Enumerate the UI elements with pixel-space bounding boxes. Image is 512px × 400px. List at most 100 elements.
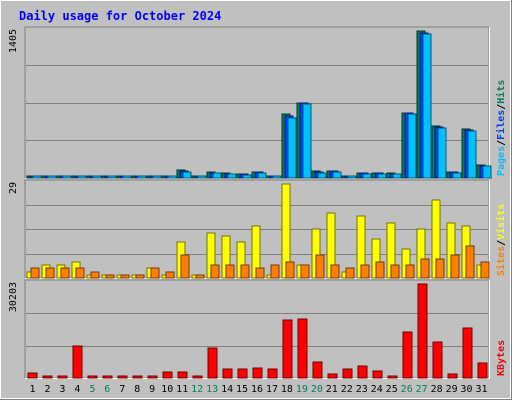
x-tick-label: 6: [104, 384, 110, 395]
x-tick-label: 2: [44, 384, 50, 395]
legend-entry: /: [496, 240, 507, 246]
bar-pages-day-24: [377, 173, 387, 179]
x-tick-label: 29: [446, 384, 458, 395]
bar-kbytes-day-24: [372, 370, 383, 379]
x-tick-label: 11: [176, 384, 188, 395]
bar-kbytes-day-4: [72, 345, 83, 379]
bar-pages-day-11: [182, 171, 192, 179]
bar-pages-day-12: [197, 175, 207, 179]
bar-pages-day-31: [482, 165, 492, 179]
bar-kbytes-day-10: [162, 371, 173, 379]
bar-sites-day-5: [90, 271, 100, 279]
bar-kbytes-day-21: [327, 373, 338, 379]
bar-sites-day-22: [345, 267, 355, 279]
bar-pages-day-4: [77, 175, 87, 179]
panel-visits-max-label: 29: [8, 182, 19, 194]
bar-kbytes-day-7: [117, 375, 128, 379]
bar-pages-day-22: [347, 175, 357, 179]
bar-sites-day-2: [45, 267, 55, 279]
bar-kbytes-day-22: [342, 368, 353, 379]
x-tick-label: 20: [311, 384, 323, 395]
bar-pages-day-3: [62, 175, 72, 179]
bar-sites-day-28: [435, 258, 445, 279]
bar-kbytes-day-17: [267, 368, 278, 379]
chart-panels: 1405Pages/Files/Hits29Sites/Visits30203K…: [8, 26, 507, 379]
panel-kbytes: 30203 KBytes: [8, 279, 507, 379]
bar-pages-day-27: [422, 33, 432, 179]
bar-pages-day-1: [32, 175, 42, 179]
bar-kbytes-day-27: [417, 283, 428, 379]
bar-pages-day-26: [407, 113, 417, 179]
x-tick-label: 15: [236, 384, 248, 395]
x-tick-label: 1: [29, 384, 35, 395]
bar-pages-day-14: [227, 173, 237, 179]
bar-pages-day-13: [212, 172, 222, 179]
bar-sites-day-13: [210, 264, 220, 279]
bar-kbytes-day-9: [147, 375, 158, 379]
bar-kbytes-day-3: [57, 375, 68, 379]
x-tick-label: 8: [134, 384, 140, 395]
x-tick-label: 21: [326, 384, 338, 395]
bar-kbytes-day-8: [132, 375, 143, 379]
x-tick-label: 3: [59, 384, 65, 395]
bar-sites-day-6: [105, 274, 115, 279]
panel-kbytes-legend: KBytes: [496, 340, 507, 376]
chart-title: Daily usage for October 2024: [19, 9, 221, 23]
bar-sites-day-7: [120, 274, 130, 279]
legend-entry: Sites: [495, 246, 507, 276]
bar-pages-day-25: [392, 173, 402, 179]
bar-kbytes-day-25: [387, 375, 398, 379]
panel-visits: 29 Sites/Visits: [8, 179, 507, 279]
bar-pages-day-23: [362, 173, 372, 179]
bar-sites-day-25: [390, 264, 400, 279]
bar-sites-day-12: [195, 274, 205, 279]
bar-sites-day-26: [405, 264, 415, 279]
bar-pages-day-17: [272, 175, 282, 179]
x-tick-label: 13: [206, 384, 218, 395]
legend-entry: Hits: [495, 80, 507, 104]
bar-kbytes-day-11: [177, 371, 188, 379]
bar-kbytes-day-29: [447, 373, 458, 379]
bar-pages-day-19: [302, 103, 312, 179]
x-tick-label: 27: [416, 384, 428, 395]
bar-kbytes-day-13: [207, 347, 218, 379]
bar-kbytes-day-12: [192, 375, 203, 379]
panel-kbytes-max-label: 30203: [8, 282, 19, 312]
bar-pages-day-5: [92, 175, 102, 179]
bar-pages-day-20: [317, 172, 327, 179]
bar-sites-day-20: [315, 254, 325, 279]
x-tick-label: 25: [386, 384, 398, 395]
x-tick-label: 4: [74, 384, 80, 395]
x-axis: 1 2 3 4 5 6 7 8 9 10 11 12 13 14 15 16 17 18 19 20 21 22 23 24 2…: [29, 384, 487, 395]
bar-sites-day-1: [30, 267, 40, 279]
bar-sites-day-9: [150, 267, 160, 279]
bar-kbytes-day-5: [87, 375, 98, 379]
bar-sites-day-3: [60, 267, 70, 279]
bar-pages-day-30: [467, 130, 477, 179]
bar-sites-day-21: [330, 264, 340, 279]
bar-pages-day-15: [242, 174, 252, 179]
bar-pages-day-7: [122, 175, 132, 179]
bar-kbytes-day-26: [402, 331, 413, 379]
x-tick-label: 7: [119, 384, 125, 395]
legend-entry: /: [496, 104, 507, 110]
x-tick-label: 28: [431, 384, 443, 395]
x-tick-label: 14: [221, 384, 233, 395]
legend-entry: Pages: [496, 146, 507, 176]
bar-kbytes-day-6: [102, 375, 113, 379]
x-tick-label: 19: [296, 384, 308, 395]
x-tick-label: 5: [89, 384, 95, 395]
bar-kbytes-day-20: [312, 361, 323, 379]
bar-sites-day-18: [285, 261, 295, 279]
bar-pages-day-6: [107, 175, 117, 179]
x-tick-label: 18: [281, 384, 293, 395]
bar-sites-day-8: [135, 274, 145, 279]
legend-entry: /: [496, 140, 507, 146]
bar-sites-day-10: [165, 271, 175, 279]
bar-kbytes-day-14: [222, 368, 233, 379]
bar-kbytes-day-28: [432, 341, 443, 379]
bar-kbytes-day-1: [27, 372, 38, 379]
bar-pages-day-10: [167, 175, 177, 179]
